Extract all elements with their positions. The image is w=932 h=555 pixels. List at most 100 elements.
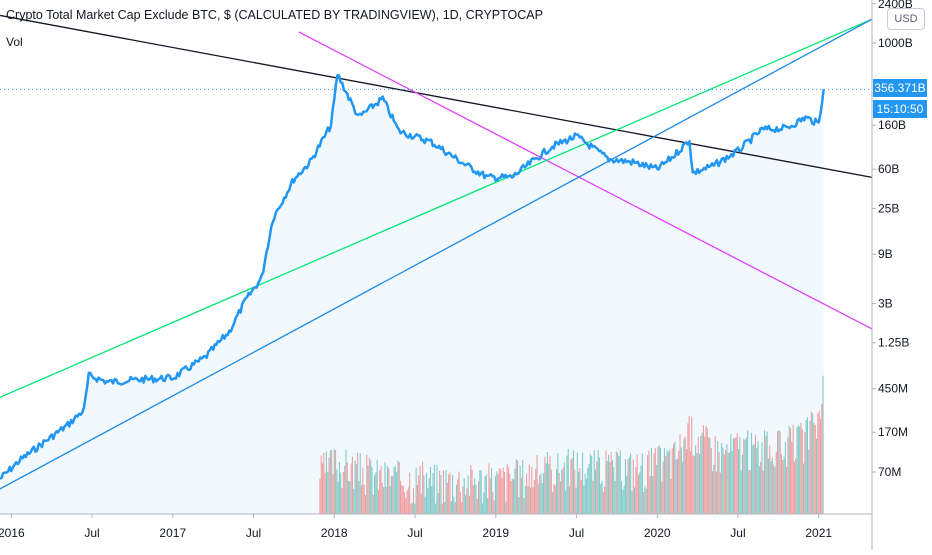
volume-bar <box>455 484 457 514</box>
volume-bar <box>355 464 357 514</box>
volume-bar <box>761 442 763 514</box>
volume-bar <box>431 486 433 514</box>
volume-bar <box>501 477 503 514</box>
volume-bar <box>472 485 474 514</box>
volume-bar <box>693 455 695 514</box>
volume-bar <box>449 472 451 514</box>
volume-bar <box>591 455 593 514</box>
volume-bar <box>379 470 381 514</box>
volume-bar <box>751 432 753 514</box>
volume-bar <box>327 471 329 514</box>
volume-bar <box>470 465 472 514</box>
x-tick-label: 2016 <box>0 526 25 540</box>
volume-bar <box>354 460 356 514</box>
volume-bar <box>362 467 364 514</box>
volume-bar <box>721 443 723 514</box>
volume-bar <box>800 423 802 514</box>
volume-bar <box>381 482 383 514</box>
volume-bar <box>617 452 619 514</box>
volume-bar <box>628 457 630 514</box>
volume-bar <box>584 473 586 514</box>
volume-bar <box>413 488 415 514</box>
trendline[interactable] <box>298 31 873 330</box>
volume-bar <box>770 461 772 514</box>
trendline[interactable] <box>0 18 873 398</box>
volume-bar <box>626 475 628 514</box>
volume-bar <box>809 420 811 514</box>
y-tick-label: 1.25B <box>878 336 909 350</box>
volume-bar <box>374 475 376 514</box>
volume-bar <box>580 480 582 514</box>
volume-bar <box>388 468 390 514</box>
x-tick-label: Jul <box>730 526 745 540</box>
volume-bar <box>439 470 441 514</box>
volume-bar <box>752 445 754 514</box>
volume-bar <box>527 485 529 514</box>
volume-bar <box>645 488 647 514</box>
price-axis[interactable]: 2400B 1000B 160B 60B 25B 9B 3B 1.25B 450M 170M 70M <box>872 0 913 479</box>
volume-bar <box>723 454 725 514</box>
volume-bar <box>598 457 600 514</box>
volume-bar <box>587 467 589 514</box>
volume-bar <box>390 476 392 514</box>
time-axis[interactable]: 2016 Jul 2017 Jul 2018 Jul 2019 Jul 2020 Jul 2021 <box>0 514 832 540</box>
volume-bar <box>578 471 580 514</box>
volume-bar <box>491 468 493 514</box>
volume-bar <box>559 481 561 514</box>
volume-bar <box>331 450 333 514</box>
price-series-layer[interactable] <box>0 73 825 480</box>
volume-bar <box>466 488 468 514</box>
volume-bar <box>686 449 688 514</box>
volume-bar <box>775 452 777 514</box>
trendline[interactable] <box>0 14 873 178</box>
volume-bar <box>441 503 443 514</box>
volume-bar <box>415 467 417 514</box>
volume-bar <box>717 441 719 514</box>
volume-bar <box>546 452 548 514</box>
volume-bar <box>342 471 344 514</box>
volume-bar <box>398 462 400 514</box>
volume-bar <box>695 445 697 514</box>
y-tick-label: 3B <box>878 296 893 310</box>
volume-bar <box>649 475 651 514</box>
volume-bar <box>641 453 643 514</box>
volume-bar <box>530 487 532 514</box>
last-value-badge: 356.371B <box>873 79 927 97</box>
volume-bar <box>714 435 716 514</box>
price-line[interactable] <box>0 73 825 480</box>
x-tick-label: Jul <box>84 526 99 540</box>
volume-bar <box>662 461 664 514</box>
currency-button[interactable]: USD <box>887 8 925 30</box>
volume-bar <box>457 479 459 514</box>
volume-bar <box>627 459 629 514</box>
volume-bar <box>372 494 374 514</box>
trendline-layer[interactable] <box>0 14 873 490</box>
volume-bar <box>812 413 814 514</box>
volume-bar <box>697 436 699 514</box>
volume-bar <box>608 454 610 514</box>
volume-bar <box>572 450 574 514</box>
volume-bar <box>567 449 569 514</box>
volume-bar <box>479 470 481 514</box>
volume-bar <box>545 463 547 514</box>
volume-bar <box>582 452 584 514</box>
trendline[interactable] <box>0 18 873 490</box>
volume-bar <box>741 454 743 514</box>
volume-bar <box>533 479 535 514</box>
volume-bar <box>376 459 378 514</box>
volume-bar <box>340 472 342 514</box>
volume-bar <box>704 436 706 514</box>
volume-bar <box>553 483 555 514</box>
volume-bar <box>427 488 429 514</box>
volume-bar <box>325 451 327 514</box>
volume-bar <box>400 480 402 514</box>
volume-bar <box>344 465 346 514</box>
volume-bar <box>777 431 779 514</box>
volume-bar <box>767 458 769 514</box>
volume-bar <box>333 449 335 514</box>
volume-bar <box>467 475 469 514</box>
volume-indicator-label[interactable]: Vol <box>6 35 23 49</box>
volume-bar <box>710 448 712 514</box>
